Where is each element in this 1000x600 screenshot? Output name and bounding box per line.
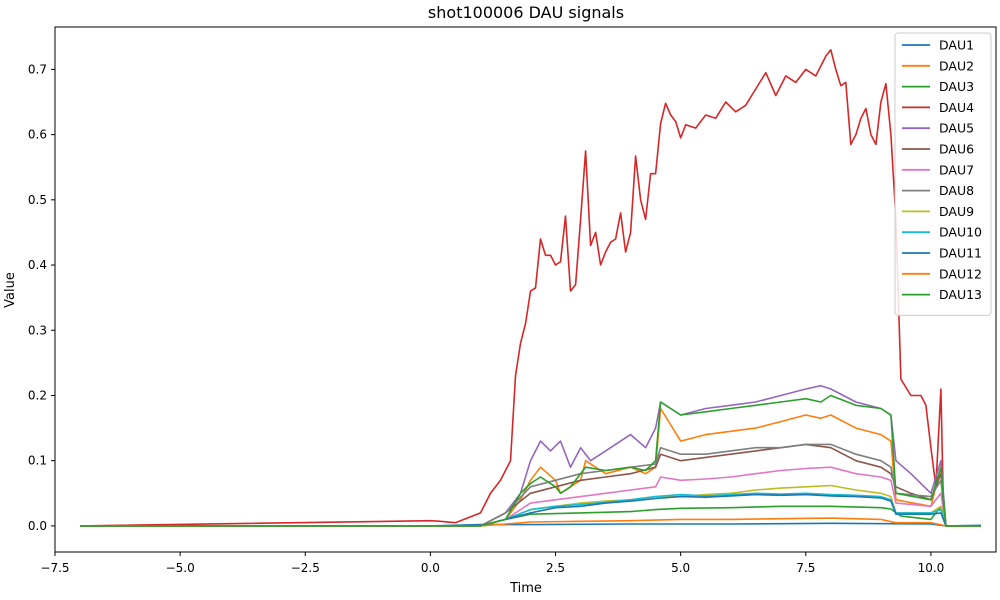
- axes-frame: [54, 26, 997, 553]
- y-tick-label: 0.2: [28, 388, 47, 402]
- plot-area: [79, 48, 982, 527]
- series-line-dau4: [79, 48, 981, 527]
- y-tick-label: 0.1: [28, 454, 47, 468]
- y-tick-label: 0.0: [28, 519, 47, 533]
- x-tick-label: −7.5: [40, 561, 69, 575]
- legend-label-dau10: DAU10: [939, 225, 982, 240]
- series-line-dau10: [80, 492, 981, 527]
- legend-label-dau8: DAU8: [939, 183, 974, 198]
- x-tick-label: 5.0: [671, 561, 690, 575]
- legend-label-dau7: DAU7: [939, 162, 974, 177]
- x-tick-label: 7.5: [796, 561, 815, 575]
- y-axis: 0.0 0.1 0.2 0.3 0.4 0.5 0.6 0.7: [28, 62, 55, 533]
- x-axis: −7.5 −5.0 −2.5 0.0 2.5 5.0 7.5 10.0: [40, 552, 944, 575]
- legend: DAU1 DAU2 DAU3 DAU4 DAU5 DAU6 DAU7 DAU8 DAU9 DAU1…: [894, 32, 992, 316]
- series-line-dau13: [80, 394, 981, 527]
- x-tick-label: −5.0: [166, 561, 195, 575]
- series-line-dau2: [80, 407, 981, 527]
- legend-label-dau4: DAU4: [939, 100, 974, 115]
- legend-label-dau1: DAU1: [939, 38, 974, 53]
- legend-label-dau3: DAU3: [939, 79, 974, 94]
- y-tick-label: 0.4: [28, 258, 47, 272]
- x-tick-label: 0.0: [421, 561, 440, 575]
- x-tick-label: −2.5: [291, 561, 320, 575]
- legend-label-dau11: DAU11: [939, 246, 982, 261]
- series-line-dau7: [80, 466, 981, 527]
- y-tick-label: 0.7: [28, 62, 47, 76]
- y-tick-label: 0.5: [28, 193, 47, 207]
- series-line-dau11: [80, 493, 981, 527]
- legend-box: [894, 32, 992, 316]
- legend-label-dau13: DAU13: [939, 287, 982, 302]
- x-tick-label: 10.0: [918, 561, 945, 575]
- legend-label-dau9: DAU9: [939, 204, 974, 219]
- y-axis-label: Value: [3, 272, 18, 308]
- x-axis-label: Time: [509, 581, 542, 596]
- chart-title: shot100006 DAU signals: [428, 3, 624, 22]
- x-tick-label: 2.5: [546, 561, 565, 575]
- legend-label-dau2: DAU2: [939, 58, 974, 73]
- series-line-dau3: [80, 505, 981, 527]
- y-tick-label: 0.3: [28, 323, 47, 337]
- legend-label-dau5: DAU5: [939, 121, 974, 136]
- series-line-dau12: [80, 517, 981, 527]
- series-line-dau6: [80, 443, 981, 527]
- legend-label-dau12: DAU12: [939, 266, 982, 281]
- legend-label-dau6: DAU6: [939, 142, 974, 157]
- y-tick-label: 0.6: [28, 128, 47, 142]
